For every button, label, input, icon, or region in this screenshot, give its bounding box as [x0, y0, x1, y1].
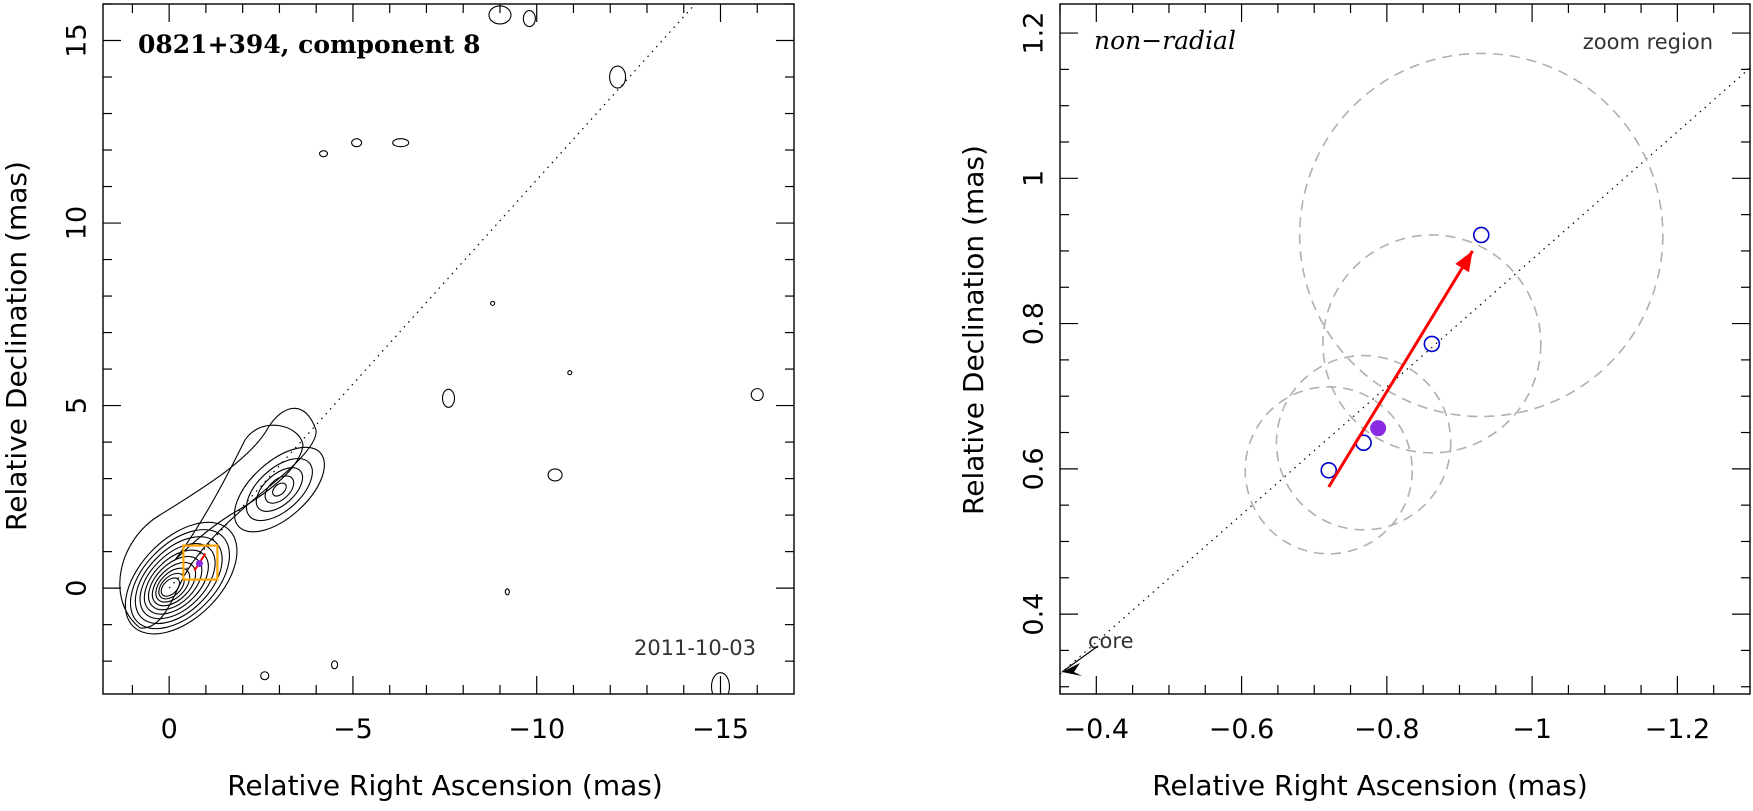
zoom-region-label: zoom region	[1583, 30, 1713, 54]
noise-contour	[609, 65, 627, 89]
knot-contour	[264, 475, 295, 504]
component-zoom-box	[182, 544, 219, 581]
x-tick-label: −15	[692, 714, 749, 745]
noise-contour	[392, 138, 410, 148]
core-contour	[160, 577, 181, 597]
x-tick-label: −0.6	[1209, 714, 1275, 745]
x-tick-label: −1.2	[1645, 714, 1711, 745]
left-date: 2011-10-03	[634, 636, 756, 660]
noise-contour	[710, 672, 731, 694]
right-title: non−radial	[1094, 26, 1236, 55]
noise-contour	[318, 150, 329, 158]
jet-axis-line	[168, 4, 696, 589]
left-ylabel: Relative Declination (mas)	[0, 161, 33, 531]
plot-frame	[1059, 3, 1751, 695]
core-contour	[134, 536, 223, 625]
core-contour	[139, 543, 216, 620]
y-tick-label: 1	[1019, 170, 1050, 187]
noise-contour	[490, 300, 496, 306]
velocity-arrowhead	[1455, 250, 1473, 273]
knot-contour	[272, 482, 287, 497]
left-panel: 0821+394, component 8 2011-10-03 Relativ…	[0, 3, 795, 802]
x-tick-label: −0.8	[1354, 714, 1420, 745]
noise-contour	[351, 138, 363, 148]
noise-contour	[260, 671, 270, 681]
noise-contour	[547, 468, 563, 482]
core-label: core	[1088, 629, 1134, 653]
core-arrow-shaft	[1061, 645, 1099, 673]
plot-frame	[102, 3, 795, 695]
left-title: 0821+394, component 8	[138, 30, 481, 59]
mean-position-marker	[1370, 420, 1387, 437]
epoch-uncertainty-circle	[1298, 52, 1664, 418]
y-tick-label: 1.2	[1019, 12, 1050, 55]
x-tick-label: −0.4	[1064, 714, 1130, 745]
zoom-plot-area	[1060, 52, 1750, 676]
velocity-vector	[1327, 250, 1474, 488]
epoch-position-marker	[1472, 226, 1490, 244]
noise-contour	[750, 388, 764, 402]
y-tick-label: 15	[62, 23, 93, 57]
right-xlabel: Relative Right Ascension (mas)	[1152, 769, 1588, 802]
right-ylabel: Relative Declination (mas)	[957, 145, 990, 515]
contour-map	[119, 4, 764, 694]
right-panel: non−radial zoom region core Relative Rig…	[957, 3, 1751, 802]
epoch-uncertainty-circle	[1322, 234, 1542, 454]
noise-contour	[331, 660, 339, 670]
x-tick-label: 0	[161, 714, 178, 745]
noise-contour	[567, 370, 573, 376]
core-contour	[151, 561, 197, 607]
core-contour	[124, 521, 238, 635]
x-tick-label: −1	[1512, 714, 1552, 745]
component-marker	[195, 560, 203, 568]
noise-contour	[504, 588, 510, 596]
knot-contour	[233, 446, 325, 533]
y-tick-label: 0.4	[1019, 593, 1050, 636]
y-tick-label: 0.8	[1019, 302, 1050, 345]
noise-contour	[522, 10, 536, 28]
x-tick-label: −10	[508, 714, 565, 745]
knot-contour	[245, 458, 313, 522]
epoch-position-marker	[1423, 335, 1441, 353]
core-contour	[147, 555, 203, 611]
envelope-contour	[174, 424, 304, 561]
knot-contour	[255, 467, 304, 512]
y-tick-label: 0	[62, 580, 93, 597]
epoch-uncertainty-circle	[1244, 385, 1414, 555]
y-tick-label: 5	[62, 397, 93, 414]
noise-contour	[441, 388, 456, 408]
noise-contour	[488, 5, 512, 25]
left-xlabel: Relative Right Ascension (mas)	[227, 769, 663, 802]
core-direction-arrow	[1062, 663, 1082, 676]
y-tick-label: 10	[62, 206, 93, 240]
y-tick-label: 0.6	[1019, 447, 1050, 490]
envelope-contour	[119, 407, 317, 629]
core-contour	[129, 529, 231, 630]
core-contour	[143, 549, 209, 615]
x-tick-label: −5	[333, 714, 373, 745]
epoch-uncertainty-circle	[1275, 354, 1452, 531]
epoch-position-marker	[1320, 461, 1338, 479]
